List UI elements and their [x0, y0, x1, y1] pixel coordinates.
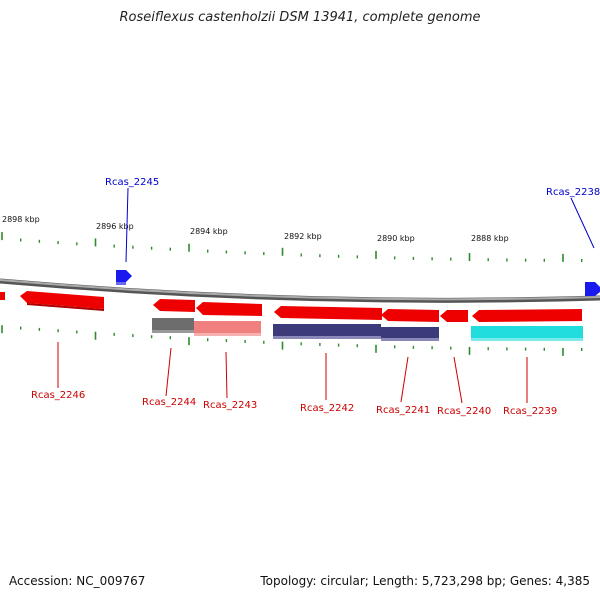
gene-rcas-2245	[116, 270, 132, 282]
gene-rcas-2243	[196, 302, 262, 316]
feature-bar-gray	[152, 318, 194, 332]
label-rcas-2244[interactable]: Rcas_2244	[142, 397, 196, 408]
label-rcas-2246[interactable]: Rcas_2246	[31, 390, 85, 401]
scale-label-2898: 2898 kbp	[2, 215, 40, 224]
scale-label-2892: 2892 kbp	[284, 232, 322, 241]
scale-ticks-top	[1, 232, 583, 262]
gene-rcas-2246	[20, 291, 104, 309]
label-rcas-2243[interactable]: Rcas_2243	[203, 400, 257, 411]
accession-text: Accession: NC_009767	[9, 574, 146, 588]
gene-rcas-2240	[440, 310, 468, 322]
leader-rcas-2245	[125, 187, 129, 263]
leader-rcas-2243	[225, 351, 228, 399]
label-rcas-2245[interactable]: Rcas_2245	[105, 177, 159, 188]
leader-rcas-2244	[165, 347, 172, 397]
gene-rcas-2239	[472, 309, 582, 322]
map-title: Roseiflexus castenholzii DSM 13941, comp…	[119, 10, 481, 25]
scale-ticks-bottom	[1, 325, 583, 356]
leader-rcas-2241	[400, 356, 409, 403]
scale-label-2888: 2888 kbp	[471, 234, 509, 243]
scale-label-2896: 2896 kbp	[96, 222, 134, 231]
feature-bar-lightred	[194, 321, 261, 335]
scale-label-2890: 2890 kbp	[377, 234, 415, 243]
leader-rcas-2238	[570, 197, 595, 249]
gene-rcas-2241	[381, 309, 439, 322]
scale-labels: 2898 kbp 2896 kbp 2894 kbp 2892 kbp 2890…	[2, 215, 509, 243]
label-rcas-2238[interactable]: Rcas_2238	[546, 187, 600, 198]
gene-rcas-2244	[153, 299, 195, 312]
gene-rcas-2246-partial	[0, 292, 5, 300]
feature-bar-navy-1	[273, 324, 381, 338]
genome-summary: Topology: circular; Length: 5,723,298 bp…	[260, 574, 590, 588]
label-rcas-2241[interactable]: Rcas_2241	[376, 405, 430, 416]
gene-rcas-2242	[274, 306, 382, 320]
label-rcas-2239[interactable]: Rcas_2239	[503, 406, 557, 417]
gene-rcas-2238	[585, 282, 600, 296]
scale-label-2894: 2894 kbp	[190, 227, 228, 236]
label-rcas-2240[interactable]: Rcas_2240	[437, 406, 491, 417]
label-rcas-2242[interactable]: Rcas_2242	[300, 403, 354, 414]
feature-bar-navy-2	[381, 327, 439, 340]
leader-rcas-2240	[453, 356, 463, 404]
feature-bar-cyan	[471, 326, 583, 340]
